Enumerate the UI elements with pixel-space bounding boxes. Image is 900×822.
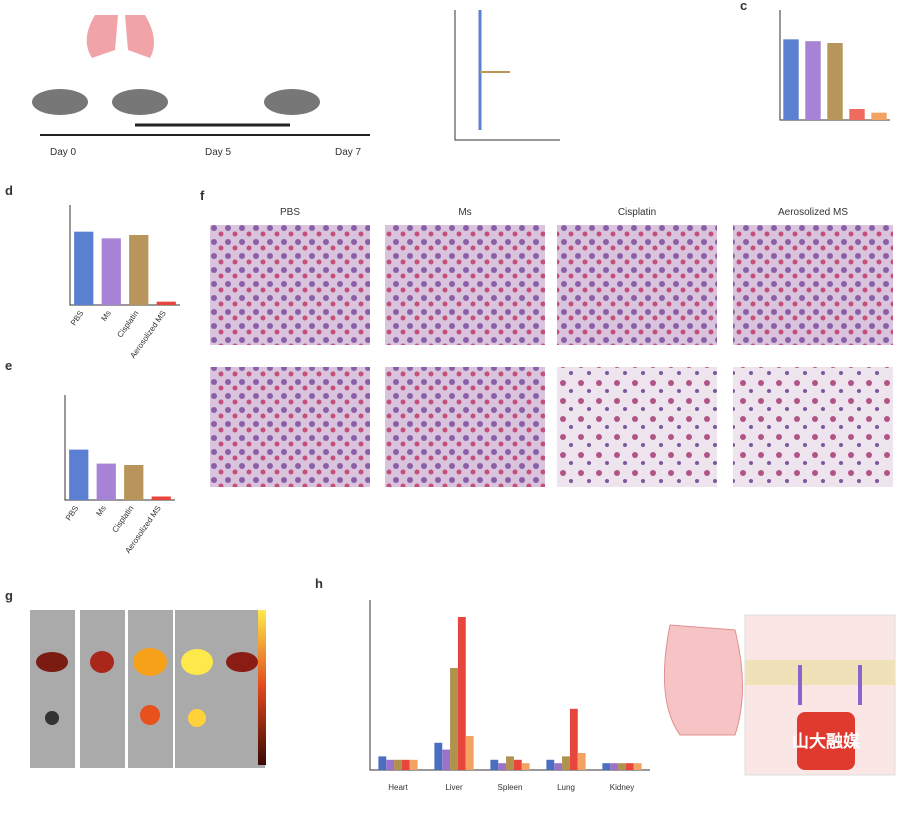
bar [577, 753, 586, 770]
bar [101, 238, 121, 305]
bar [521, 763, 530, 770]
histology-image [385, 367, 545, 487]
bar [849, 109, 865, 120]
timeline-label: Day 7 [335, 147, 362, 158]
histology-image [733, 367, 893, 487]
bar [513, 759, 522, 770]
bar [633, 763, 642, 770]
x-tick-label: Lung [557, 783, 575, 792]
bar [124, 465, 144, 500]
x-tick-label: Ms [94, 504, 107, 518]
x-tick-label: PBS [64, 504, 81, 522]
histology-image [210, 225, 370, 345]
bar [378, 756, 387, 770]
bar [569, 708, 578, 770]
watermark-logo [797, 712, 855, 770]
bar [151, 496, 171, 500]
bar [394, 759, 402, 770]
bar [783, 39, 799, 121]
tissue-layer [745, 660, 895, 685]
histology-image [557, 367, 717, 487]
timeline-label: Day 5 [205, 147, 232, 158]
bar [450, 668, 458, 770]
bar [74, 231, 94, 305]
lung-icon [86, 15, 154, 58]
bar [805, 41, 821, 120]
x-tick-label: Spleen [498, 783, 523, 792]
bar [156, 301, 176, 305]
bar [386, 759, 395, 770]
histology-image [733, 225, 893, 345]
histology-image [210, 367, 370, 487]
x-tick-label: PBS [69, 309, 86, 327]
bar [401, 759, 410, 770]
mouse [264, 89, 320, 115]
lung-diagram [663, 624, 743, 736]
panel-label: d [5, 183, 13, 198]
x-tick-label: Kidney [610, 783, 634, 792]
axis [454, 10, 560, 141]
x-tick-label: Heart [388, 783, 408, 792]
column-header: Ms [458, 207, 471, 218]
axis [369, 600, 650, 771]
bar [827, 43, 843, 120]
bar [554, 763, 563, 770]
bar [610, 763, 619, 770]
column-header: Cisplatin [618, 207, 656, 218]
bar [602, 763, 611, 770]
x-tick-label: Liver [445, 783, 463, 792]
bar [498, 763, 507, 770]
panel-label: e [5, 358, 12, 373]
histology-image [557, 225, 717, 345]
bar [506, 756, 514, 770]
bar [546, 759, 555, 770]
bar [442, 749, 451, 770]
panel-label: g [5, 588, 13, 603]
bar [465, 736, 474, 770]
bar [69, 449, 89, 500]
mouse [32, 89, 88, 115]
bar [434, 742, 443, 770]
bar [457, 617, 466, 770]
column-header: Aerosolized MS [778, 207, 848, 218]
timeline-label: Day 0 [50, 147, 77, 158]
color-bar [258, 610, 266, 765]
panel-label: f [200, 188, 205, 203]
organ-strips [30, 610, 265, 768]
x-tick-label: Cisplatin [115, 309, 140, 339]
bar [129, 235, 149, 305]
bar [96, 463, 116, 500]
column-header: PBS [280, 207, 300, 218]
bar [562, 756, 570, 770]
x-tick-label: Ms [99, 309, 112, 323]
bar [409, 759, 418, 770]
mouse [112, 89, 168, 115]
panel-label: c [740, 0, 747, 13]
x-tick-label: Cisplatin [110, 504, 135, 534]
panel-label: h [315, 576, 323, 591]
bar [618, 763, 626, 770]
bar [490, 759, 499, 770]
bar [871, 112, 887, 120]
bar [625, 763, 634, 770]
watermark: 山大融媒 [792, 731, 861, 751]
histology-image [385, 225, 545, 345]
